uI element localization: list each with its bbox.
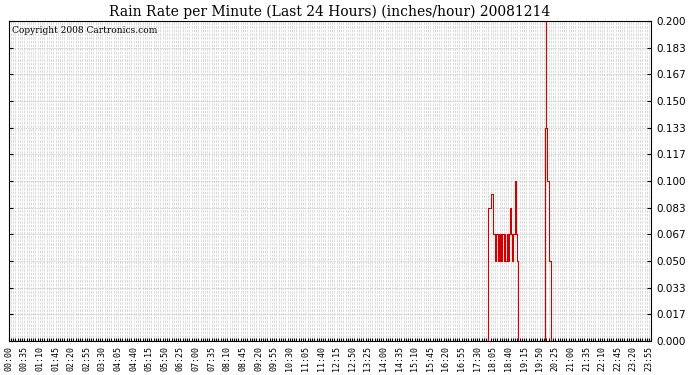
Title: Rain Rate per Minute (Last 24 Hours) (inches/hour) 20081214: Rain Rate per Minute (Last 24 Hours) (in… [109,4,551,18]
Text: Copyright 2008 Cartronics.com: Copyright 2008 Cartronics.com [12,26,157,35]
